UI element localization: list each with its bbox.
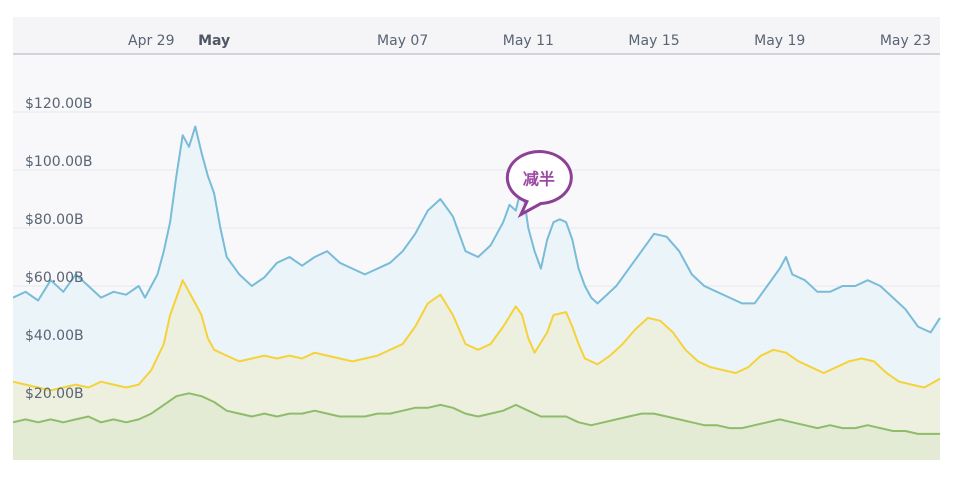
x-tick-label-4: May 15: [628, 33, 679, 49]
y-tick-label-3: $80.00B: [25, 212, 84, 228]
x-axis-tick-labels: Apr 29 May May 07 May 11 May 15 May 19 May 23: [128, 33, 931, 49]
y-tick-label-5: $120.00B: [25, 96, 93, 112]
y-tick-label-0: $20.00B: [25, 386, 84, 402]
x-tick-label-0: Apr 29: [128, 33, 174, 49]
x-tick-label-2: May 07: [377, 33, 428, 49]
series-area-2: [13, 393, 940, 460]
y-axis-tick-labels: $20.00B $40.00B $60.00B $80.00B $100.00B $120…: [25, 96, 93, 402]
x-tick-label-1: May: [198, 33, 230, 49]
series-line-0: [12, 125, 941, 334]
y-tick-label-2: $60.00B: [25, 270, 84, 286]
callout-label: 减半: [523, 170, 555, 189]
x-tick-label-5: May 19: [754, 33, 805, 49]
y-tick-label-4: $100.00B: [25, 154, 93, 170]
series-line-1: [12, 279, 941, 392]
series-areas: [12, 125, 941, 460]
x-tick-label-6: May 23: [880, 33, 931, 49]
x-tick-label-3: May 11: [503, 33, 554, 49]
callout-bubble: [505, 150, 573, 219]
x-axis-band: [13, 17, 940, 54]
y-tick-label-1: $40.00B: [25, 328, 84, 344]
series-line-2: [12, 392, 940, 435]
halving-callout: 减半: [505, 150, 573, 219]
